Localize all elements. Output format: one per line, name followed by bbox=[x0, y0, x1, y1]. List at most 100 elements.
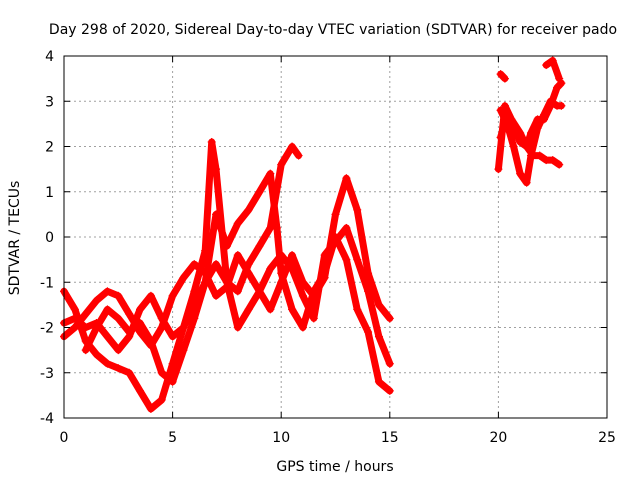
x-tick-label: 25 bbox=[598, 430, 616, 446]
data-point bbox=[364, 287, 373, 296]
data-point bbox=[507, 115, 516, 124]
data-point bbox=[294, 151, 303, 160]
data-point bbox=[555, 74, 564, 83]
data-point bbox=[494, 165, 503, 174]
y-tick-label: -3 bbox=[40, 366, 54, 382]
ticks: 0 5 10 15 20 25 -4 -3 -2 -1 0 1 2 3 4 bbox=[40, 49, 616, 446]
data-point bbox=[288, 251, 297, 260]
data-point bbox=[190, 300, 199, 309]
data-point bbox=[70, 305, 79, 314]
data-point bbox=[233, 323, 242, 332]
data-point bbox=[364, 328, 373, 337]
data-point bbox=[342, 255, 351, 264]
data-point bbox=[353, 305, 362, 314]
marker-layer bbox=[60, 56, 566, 413]
data-point bbox=[233, 251, 242, 260]
data-point bbox=[212, 165, 221, 174]
data-point bbox=[136, 386, 145, 395]
data-point bbox=[496, 133, 505, 142]
data-point bbox=[103, 332, 112, 341]
chart-title: Day 298 of 2020, Sidereal Day-to-day VTE… bbox=[49, 22, 617, 38]
data-point bbox=[553, 83, 562, 92]
data-point bbox=[190, 260, 199, 269]
data-point bbox=[374, 377, 383, 386]
data-point bbox=[526, 128, 535, 137]
data-point bbox=[157, 368, 166, 377]
data-point bbox=[522, 142, 531, 151]
data-point bbox=[168, 332, 177, 341]
data-point bbox=[353, 255, 362, 264]
data-point bbox=[168, 359, 177, 368]
data-point bbox=[103, 287, 112, 296]
data-point bbox=[298, 323, 307, 332]
data-point bbox=[168, 377, 177, 386]
data-point bbox=[557, 79, 566, 88]
data-point bbox=[309, 314, 318, 323]
data-point bbox=[190, 287, 199, 296]
data-point bbox=[255, 287, 264, 296]
data-point bbox=[522, 178, 531, 187]
y-tick-label: 0 bbox=[45, 230, 54, 246]
data-point bbox=[496, 70, 505, 79]
data-point bbox=[535, 151, 544, 160]
data-point bbox=[212, 210, 221, 219]
data-point bbox=[179, 346, 188, 355]
y-tick-label: 1 bbox=[45, 185, 54, 201]
y-tick-label: 3 bbox=[45, 94, 54, 110]
data-point bbox=[114, 364, 123, 373]
data-point bbox=[331, 233, 340, 241]
data-point bbox=[509, 142, 518, 151]
data-point bbox=[255, 242, 264, 251]
data-point bbox=[125, 328, 134, 337]
data-point bbox=[298, 291, 307, 300]
data-point bbox=[179, 323, 188, 332]
data-point bbox=[233, 219, 242, 228]
data-point bbox=[500, 101, 509, 110]
data-point bbox=[92, 323, 101, 332]
x-tick-label: 15 bbox=[381, 430, 399, 446]
data-point bbox=[81, 323, 90, 332]
data-point bbox=[136, 328, 145, 337]
series-track-4 bbox=[82, 170, 394, 395]
data-point bbox=[114, 314, 123, 323]
y-tick-label: -4 bbox=[40, 411, 54, 427]
series-track-8 bbox=[497, 70, 509, 83]
data-point bbox=[212, 260, 221, 269]
data-point bbox=[190, 314, 199, 323]
data-point bbox=[364, 269, 373, 278]
data-point bbox=[201, 269, 210, 278]
data-point bbox=[266, 169, 275, 178]
data-point bbox=[555, 160, 564, 169]
data-point bbox=[244, 260, 253, 269]
y-tick-label: 2 bbox=[45, 140, 54, 156]
data-point bbox=[103, 305, 112, 314]
data-point bbox=[342, 223, 351, 232]
data-point bbox=[309, 287, 318, 296]
data-point bbox=[548, 56, 557, 65]
data-point bbox=[557, 101, 566, 110]
data-point bbox=[136, 318, 145, 327]
data-point bbox=[81, 309, 90, 318]
data-point bbox=[546, 101, 555, 110]
data-point bbox=[157, 395, 166, 404]
x-tick-label: 5 bbox=[168, 430, 177, 446]
data-point bbox=[496, 106, 505, 115]
data-point bbox=[114, 291, 123, 300]
data-point bbox=[516, 137, 525, 146]
data-point bbox=[277, 278, 286, 287]
data-point bbox=[222, 242, 231, 251]
data-point bbox=[331, 210, 340, 219]
x-axis-label: GPS time / hours bbox=[276, 459, 393, 475]
data-point bbox=[92, 350, 101, 359]
data-point bbox=[288, 142, 297, 151]
data-point bbox=[277, 251, 286, 260]
data-point bbox=[244, 269, 253, 278]
data-point bbox=[157, 323, 166, 332]
data-point bbox=[81, 337, 90, 346]
series-layer bbox=[60, 57, 565, 413]
data-point bbox=[272, 223, 281, 232]
data-point bbox=[288, 264, 297, 273]
data-point bbox=[207, 137, 216, 146]
